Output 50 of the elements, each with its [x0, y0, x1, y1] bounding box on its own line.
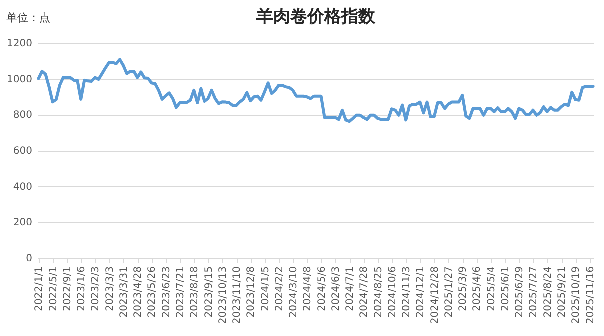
x-tick-label: 2025/6/1: [500, 266, 512, 312]
x-tick-label: 2024/11/3: [402, 266, 413, 318]
y-tick-label: 1200: [7, 38, 32, 50]
y-tick-label: 1000: [7, 74, 32, 86]
x-tick-label: 2023/9/15: [204, 266, 215, 318]
x-tick-label: 2023/10/13: [218, 266, 229, 324]
x-tick-label: 2025/7/27: [528, 266, 540, 318]
x-tick-label: 2023/11/10: [232, 266, 244, 324]
x-tick-label: 2024/12/1: [416, 266, 427, 318]
x-tick-label: 2024/3/10: [288, 266, 300, 318]
x-tick-label: 2023/12/8: [246, 266, 258, 318]
y-tick-label: 800: [13, 110, 32, 122]
x-tick-label: 2024/5/6: [316, 266, 328, 312]
x-tick-label: 2024/7/28: [359, 266, 370, 318]
line-series: [37, 58, 595, 124]
x-tick-label: 2025/10/19: [571, 266, 582, 324]
x-tick-label: 2025/6/29: [514, 266, 526, 318]
x-tick-label: 2024/2/2: [274, 266, 286, 312]
x-tick-label: 2023/4/28: [133, 266, 144, 318]
x-tick-label: 2022/9/1: [62, 266, 74, 312]
x-tick-label: 2023/1/6: [76, 266, 88, 312]
x-tick-label: 2025/11/16: [585, 266, 596, 324]
x-tick-label: 2023/8/18: [190, 266, 201, 318]
x-tick-label: 2022/1/1: [34, 266, 46, 312]
y-tick-label: 400: [13, 182, 32, 193]
x-tick-label: 2023/3/31: [118, 266, 130, 318]
x-tick-label: 2024/6/3: [330, 266, 342, 312]
x-tick-label: 2023/5/26: [147, 266, 158, 318]
x-tick-label: 2023/6/23: [161, 266, 172, 318]
x-tick-label: 2025/9/21: [557, 266, 568, 318]
y-tick-label: 600: [13, 146, 32, 157]
x-tick-label: 2024/1/5: [260, 266, 272, 312]
chart-title: 羊肉卷价格指数: [256, 7, 376, 27]
x-tick-label: 2025/4/6: [472, 266, 484, 312]
x-tick-label: 2023/7/21: [176, 266, 187, 318]
x-tick-label: 2025/3/9: [458, 266, 470, 312]
x-tick-label: 2023/2/3: [90, 266, 102, 312]
x-tick-label: 2024/12/28: [430, 266, 441, 324]
x-tick-label: 2025/1/27: [444, 266, 455, 318]
x-tick-label: 2024/4/8: [302, 266, 314, 312]
x-tick-label: 2024/10/6: [387, 266, 398, 318]
x-tick-label: 2025/5/4: [486, 266, 498, 312]
x-tick-label: 2024/8/25: [373, 266, 384, 318]
x-tick-label: 2022/5/1: [48, 266, 60, 312]
x-tick-label: 2024/7/1: [345, 266, 356, 312]
y-axis-title: 单位：点: [6, 12, 50, 24]
x-tick-label: 2023/3/3: [104, 266, 116, 312]
y-tick-label: 200: [13, 218, 32, 229]
y-tick-label: 0: [26, 254, 32, 264]
x-tick-label: 2025/8/24: [542, 266, 554, 318]
